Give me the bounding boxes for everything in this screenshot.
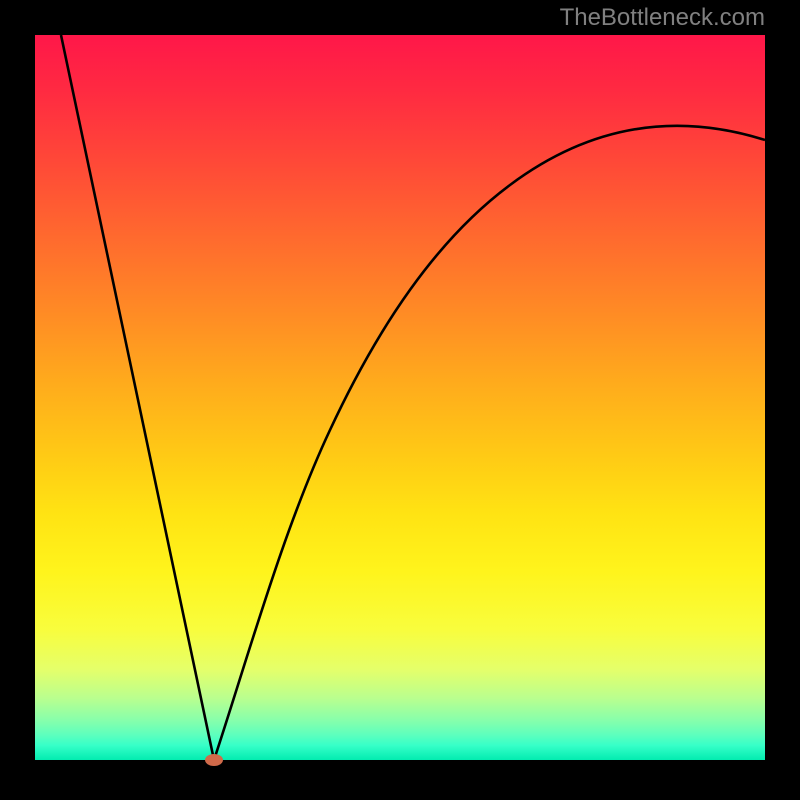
chart-container: TheBottleneck.com <box>0 0 800 800</box>
min-point-marker <box>205 754 223 766</box>
plot-background-gradient <box>35 35 765 760</box>
watermark-text: TheBottleneck.com <box>560 4 765 32</box>
